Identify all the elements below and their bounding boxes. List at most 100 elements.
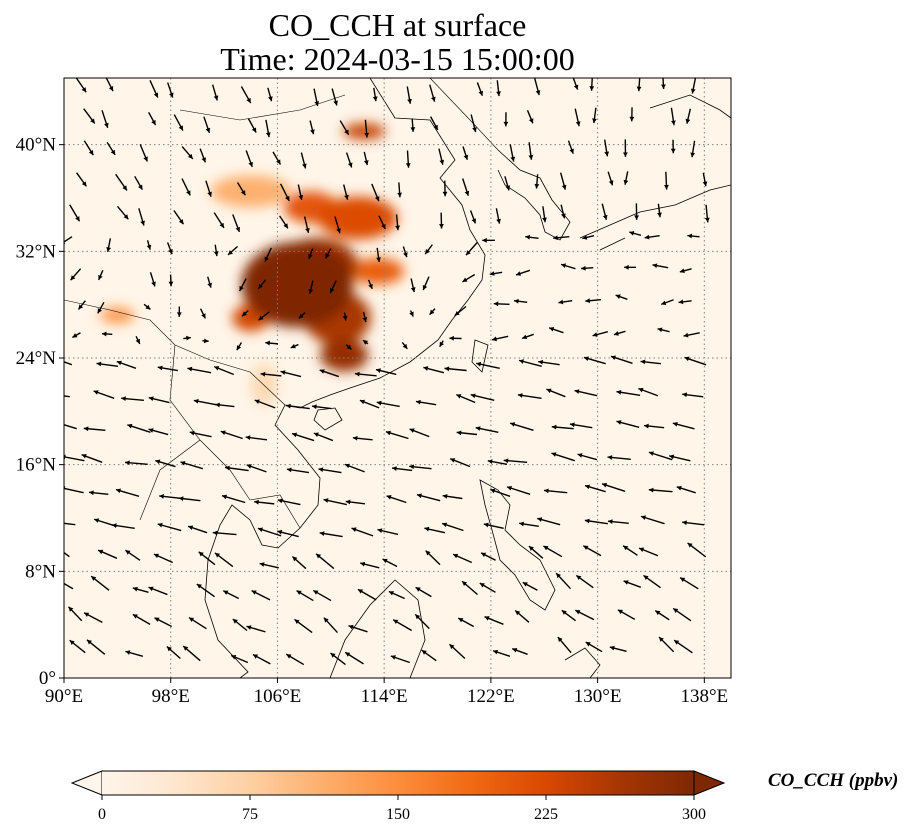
lon-tick-label: 98°E <box>152 686 190 707</box>
plume-patch <box>241 241 354 328</box>
wind-arrow <box>623 171 629 185</box>
wind-arrow <box>148 112 157 126</box>
wind-arrow <box>312 589 332 602</box>
wind-arrow <box>345 152 353 168</box>
wind-arrow <box>254 399 276 409</box>
wind-arrow <box>257 279 267 290</box>
wind-arrow <box>479 582 496 593</box>
lon-tick-label: 138°E <box>680 686 728 707</box>
wind-arrow <box>644 234 660 240</box>
wind-arrow <box>672 607 692 622</box>
wind-arrow <box>509 144 516 162</box>
wind-arrow <box>423 366 445 374</box>
wind-arrow <box>449 335 462 341</box>
wind-arrow <box>537 517 561 526</box>
wind-arrow <box>401 342 408 350</box>
wind-arrow <box>181 178 191 196</box>
wind-arrow <box>616 389 641 397</box>
coastlines-and-borders <box>64 78 731 678</box>
wind-arrow <box>296 590 314 602</box>
wind-arrow <box>495 208 501 224</box>
wind-arrow <box>115 173 128 191</box>
wind-arrow <box>456 430 478 436</box>
wind-arrow <box>344 463 365 473</box>
wind-arrow <box>154 617 172 628</box>
wind-arrow <box>592 330 609 337</box>
wind-arrow <box>183 335 191 341</box>
wind-arrow <box>357 588 377 601</box>
lat-tick-label: 32°N <box>16 241 57 262</box>
wind-arrow <box>442 180 448 197</box>
wind-arrow <box>623 580 642 588</box>
wind-arrow <box>360 561 380 569</box>
wind-arrow <box>64 551 70 558</box>
wind-arrow <box>362 311 368 323</box>
wind-arrow <box>543 545 563 558</box>
wind-arrow <box>654 610 670 621</box>
wind-arrow <box>657 203 662 218</box>
wind-arrow <box>452 553 473 564</box>
wind-arrow <box>503 112 509 127</box>
plume-patch <box>250 363 278 406</box>
wind-arrow <box>315 553 335 570</box>
wind-arrow <box>277 498 301 506</box>
wind-arrow <box>567 140 574 154</box>
wind-arrow <box>247 118 257 133</box>
wind-arrow <box>385 430 409 440</box>
wind-arrow <box>519 521 539 527</box>
wind-arrow <box>173 210 185 225</box>
wind-arrow <box>260 371 282 377</box>
wind-arrow <box>682 392 704 398</box>
wind-arrow <box>660 78 666 90</box>
wind-arrow <box>143 303 151 311</box>
plume-patch <box>342 123 386 140</box>
wind-arrow <box>181 146 194 160</box>
wind-arrow <box>236 342 243 351</box>
wind-arrow <box>343 184 349 200</box>
japan-coastline <box>579 94 731 251</box>
wind-arrow <box>97 549 118 559</box>
wind-arrow <box>227 245 238 256</box>
plume-patch <box>317 196 398 240</box>
wind-arrow <box>83 108 96 124</box>
korea-coastline <box>497 149 571 241</box>
wind-arrow <box>323 498 347 506</box>
wind-arrow <box>421 649 437 662</box>
wind-arrow <box>280 370 302 378</box>
wind-arrow <box>166 646 181 660</box>
wind-arrow <box>574 609 595 621</box>
wind-arrow <box>504 176 511 191</box>
wind-arrow <box>121 396 144 402</box>
lon-tick-label: 106°E <box>254 686 302 707</box>
wind-arrow <box>111 523 135 530</box>
wind-arrow <box>75 78 87 93</box>
colorbar-tick-label: 300 <box>682 806 706 823</box>
wind-arrow <box>238 278 247 292</box>
plume-patch <box>100 307 135 324</box>
wind-arrow <box>240 86 252 104</box>
wind-arrow <box>584 484 606 493</box>
wind-arrow <box>493 301 510 307</box>
wind-arrow <box>491 335 509 342</box>
wind-arrow <box>146 240 152 250</box>
wind-arrow <box>334 216 341 234</box>
wind-arrow <box>679 577 699 590</box>
wind-arrow <box>345 499 366 505</box>
wind-arrow <box>291 556 307 570</box>
wind-arrow <box>290 343 299 349</box>
wind-arrow <box>83 426 106 432</box>
wind-arrow <box>669 454 691 462</box>
wind-arrow <box>583 356 606 365</box>
wind-arrow <box>215 402 235 408</box>
wind-arrow <box>682 520 705 526</box>
wind-arrow <box>415 399 437 406</box>
wind-arrow <box>300 152 307 169</box>
wind-arrow <box>538 359 560 366</box>
wind-arrow <box>308 280 314 294</box>
lon-tick-label: 130°E <box>574 686 622 707</box>
wind-arrow <box>318 467 342 474</box>
wind-arrow <box>496 80 501 97</box>
wind-arrow <box>222 590 240 600</box>
wind-arrow <box>254 499 275 505</box>
wind-arrow <box>462 273 476 283</box>
